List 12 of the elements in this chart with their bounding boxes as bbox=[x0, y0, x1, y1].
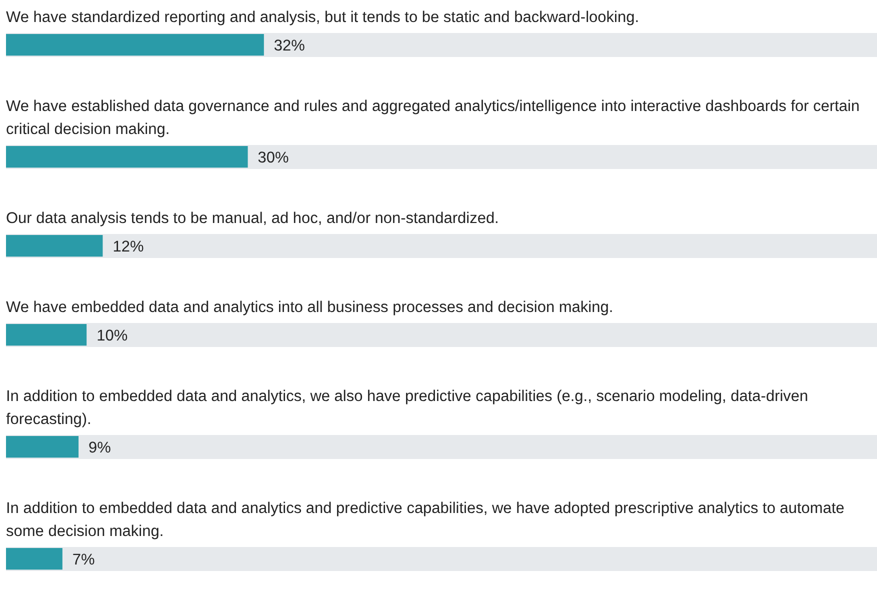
y-tick-label: In addition to embedded data and analytics, we also have predictive capabilities (e.g., scenario modeling, data-driven forecasting). bbox=[6, 387, 810, 430]
y-tick-label: We have standardized reporting and analysis, but it tends to be static and backward-looking. bbox=[6, 8, 640, 28]
data-label: 30% bbox=[258, 149, 290, 166]
y-tick-label: Our data analysis tends to be manual, ad hoc, and/or non-standardized. bbox=[6, 209, 500, 229]
y-tick-label: We have established data governance and rules and aggregated analytics/intelligence into interactive dashboards for certain critical decision making. bbox=[6, 97, 861, 140]
data-label: 9% bbox=[88, 439, 112, 456]
y-tick-label: We have embedded data and analytics into all business processes and decision making. bbox=[6, 298, 614, 318]
data-label: 10% bbox=[96, 327, 128, 344]
data-label: 32% bbox=[274, 37, 306, 54]
data-label: 12% bbox=[112, 238, 144, 256]
data-label: 7% bbox=[72, 551, 96, 568]
y-tick-label: In addition to embedded data and analytics and predictive capabilities, we have adopted prescriptive analytics to automate some decision making. bbox=[6, 499, 846, 542]
